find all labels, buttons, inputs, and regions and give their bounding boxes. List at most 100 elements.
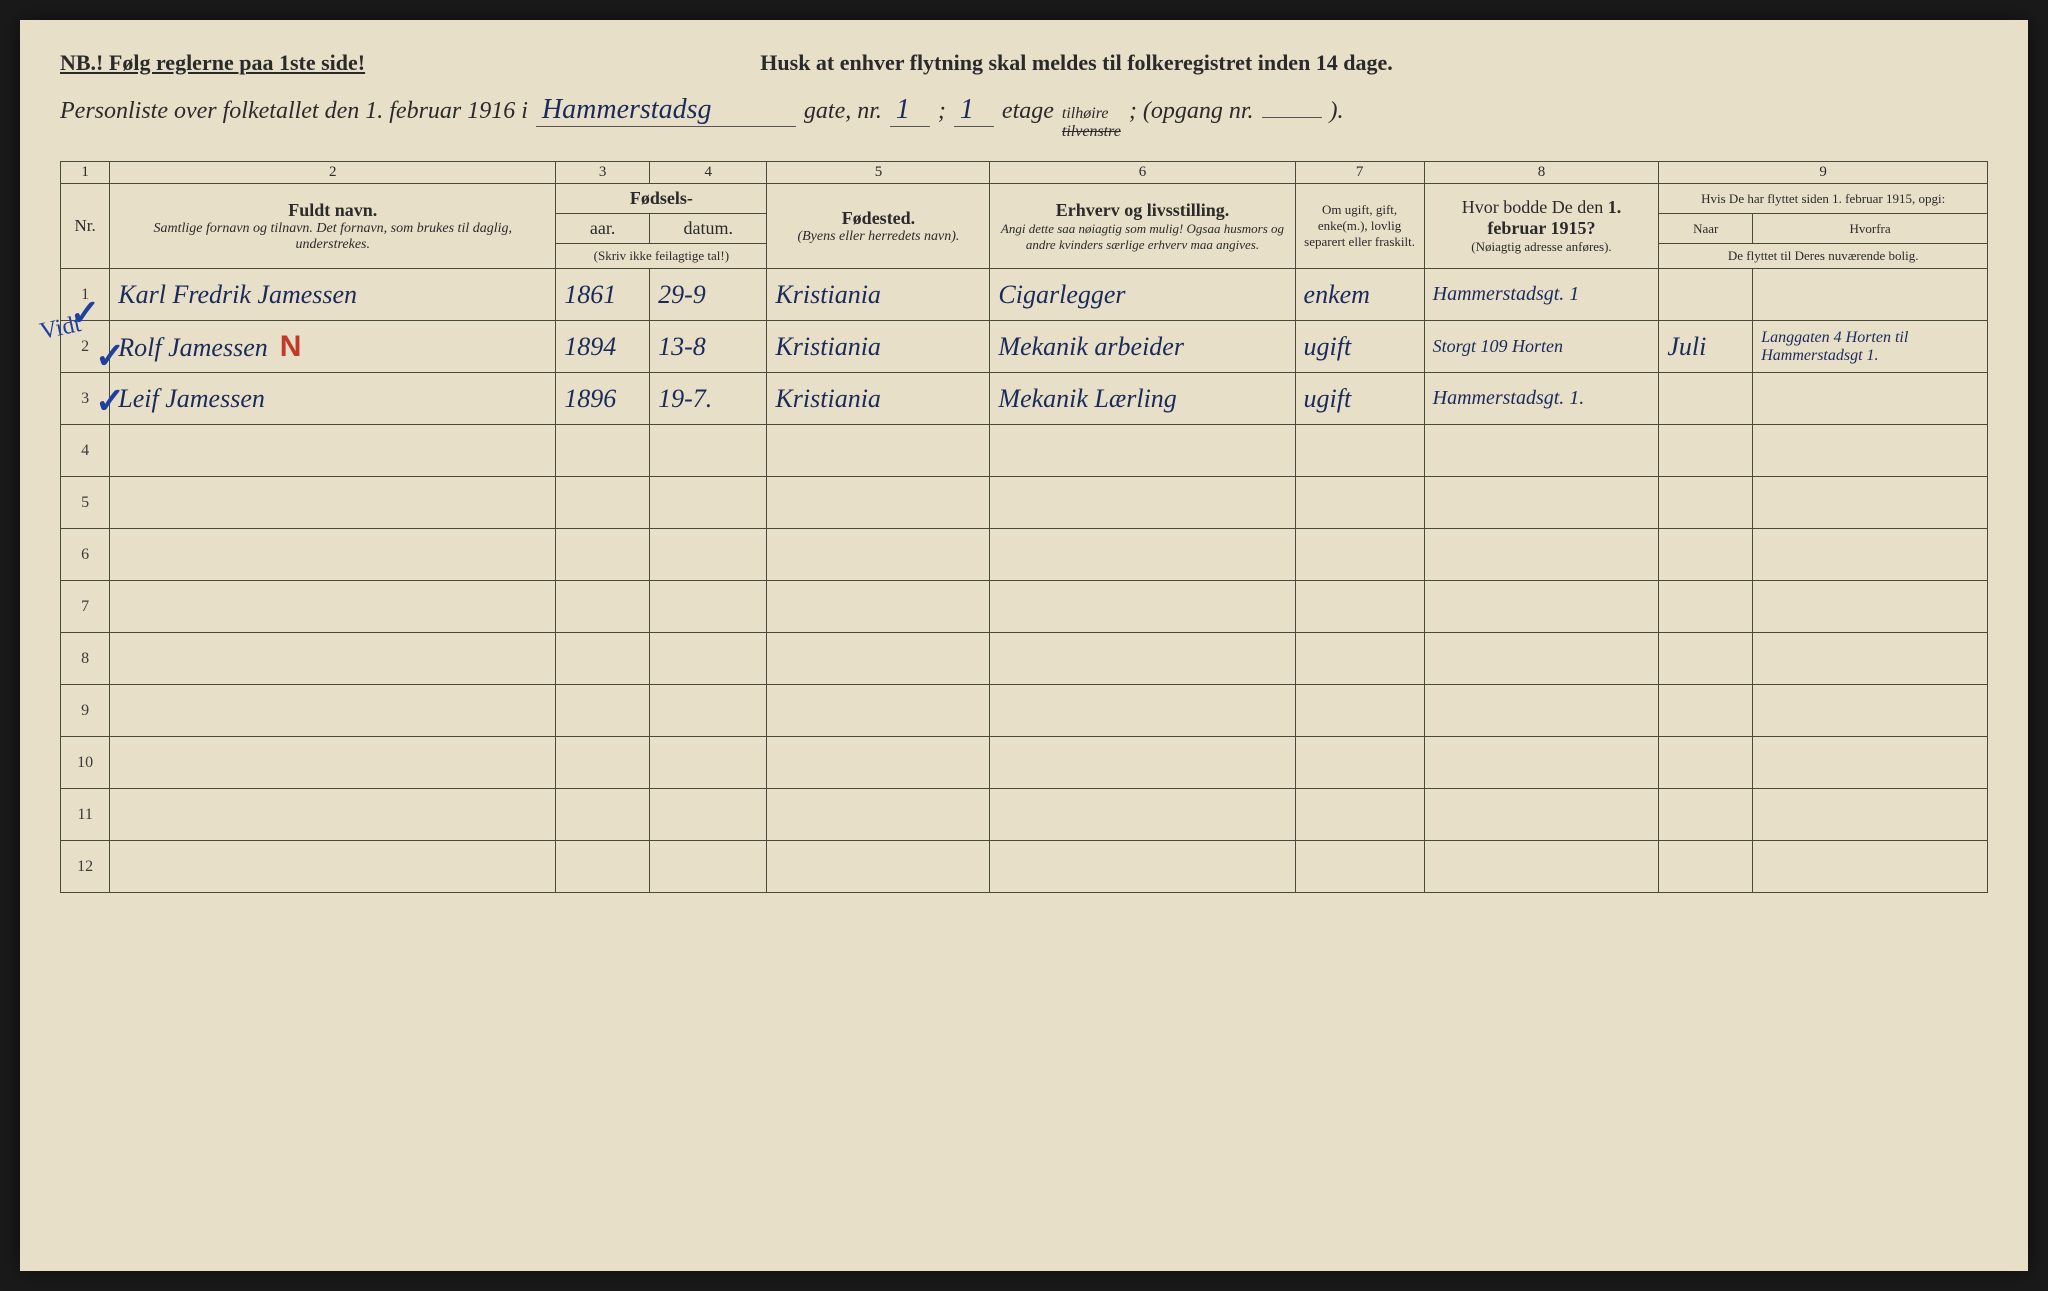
cell-aar: 1896 bbox=[556, 373, 650, 425]
col-num: 5 bbox=[767, 162, 990, 184]
red-mark: N bbox=[280, 330, 302, 363]
table-row: 3 Leif Jamessen 1896 19-7. Kristiania Me… bbox=[61, 373, 1988, 425]
cell-naar bbox=[1659, 373, 1753, 425]
cell-navn: Leif Jamessen bbox=[110, 373, 556, 425]
col-erhverv: Erhverv og livsstilling. Angi dette saa … bbox=[990, 184, 1295, 269]
cell-erhverv: Cigarlegger bbox=[990, 269, 1295, 321]
fodested-sub: (Byens eller herredets navn). bbox=[773, 229, 983, 245]
cell-datum: 13-8 bbox=[650, 321, 767, 373]
col-aar: aar. bbox=[556, 214, 650, 244]
cell-datum: 29-9 bbox=[650, 269, 767, 321]
col-flyttet: Hvis De har flyttet siden 1. februar 191… bbox=[1659, 184, 1988, 214]
col-navn: Fuldt navn. Samtlige fornavn og tilnavn.… bbox=[110, 184, 556, 269]
col-datum: datum. bbox=[650, 214, 767, 244]
col-fodsels: Fødsels- bbox=[556, 184, 767, 214]
table-row: 10 bbox=[61, 737, 1988, 789]
col-naar: Naar bbox=[1659, 214, 1753, 244]
cell-ugift: ugift bbox=[1295, 321, 1424, 373]
navn-text: Rolf Jamessen bbox=[118, 333, 267, 362]
table-row: 6 bbox=[61, 529, 1988, 581]
row-nr: 12 bbox=[61, 841, 110, 893]
tilhoire: tilhøire bbox=[1062, 105, 1109, 122]
cell-navn: Karl Fredrik Jamessen bbox=[110, 269, 556, 321]
col-num: 1 bbox=[61, 162, 110, 184]
cell-hvorfra bbox=[1753, 269, 1988, 321]
header-row: NB.! Følg reglerne paa 1ste side! Husk a… bbox=[60, 50, 1988, 76]
etage-nr-field: 1 bbox=[954, 94, 994, 127]
cell-erhverv: Mekanik Lærling bbox=[990, 373, 1295, 425]
col-num: 4 bbox=[650, 162, 767, 184]
erhverv-sub: Angi dette saa nøiagtig som mulig! Ogsaa… bbox=[996, 221, 1288, 253]
census-table: 1 2 3 4 5 6 7 8 9 Nr. Fuldt navn. Samtli… bbox=[60, 161, 1988, 893]
cell-ugift: ugift bbox=[1295, 373, 1424, 425]
cell-hvor: Hammerstadsgt. 1 bbox=[1424, 269, 1659, 321]
col-nr: Nr. bbox=[61, 184, 110, 269]
col-hvor-bodde: Hvor bodde De den 1. februar 1915? (Nøia… bbox=[1424, 184, 1659, 269]
semicolon: ; bbox=[938, 98, 946, 125]
cell-fodested: Kristiania bbox=[767, 321, 990, 373]
flyttet-sub: De flyttet til Deres nuværende bolig. bbox=[1659, 244, 1988, 269]
nr-field: 1 bbox=[890, 94, 930, 127]
cell-fodested: Kristiania bbox=[767, 373, 990, 425]
hvor-sub: (Nøiagtig adresse anføres). bbox=[1431, 239, 1653, 255]
cell-erhverv: Mekanik arbeider bbox=[990, 321, 1295, 373]
col-num: 8 bbox=[1424, 162, 1659, 184]
cell-naar: Juli bbox=[1659, 321, 1753, 373]
column-header-row-1: Nr. Fuldt navn. Samtlige fornavn og tiln… bbox=[61, 184, 1988, 214]
col-num: 2 bbox=[110, 162, 556, 184]
opgang-field bbox=[1262, 117, 1322, 118]
cell-hvor: Hammerstadsgt. 1. bbox=[1424, 373, 1659, 425]
tilvenstre: tilvenstre bbox=[1062, 123, 1121, 140]
subtitle-row: Personliste over folketallet den 1. febr… bbox=[60, 94, 1988, 141]
row-nr: 5 bbox=[61, 477, 110, 529]
col-num: 6 bbox=[990, 162, 1295, 184]
col-num: 3 bbox=[556, 162, 650, 184]
subtitle-prefix: Personliste over folketallet den 1. febr… bbox=[60, 98, 528, 125]
col-hvorfra: Hvorfra bbox=[1753, 214, 1988, 244]
row-nr: 7 bbox=[61, 581, 110, 633]
row-nr: 6 bbox=[61, 529, 110, 581]
col-num: 9 bbox=[1659, 162, 1988, 184]
col-ugift: Om ugift, gift, enke(m.), lovlig separer… bbox=[1295, 184, 1424, 269]
row-nr: 4 bbox=[61, 425, 110, 477]
column-number-row: 1 2 3 4 5 6 7 8 9 bbox=[61, 162, 1988, 184]
navn-title: Fuldt navn. bbox=[116, 200, 549, 221]
row-nr: 11 bbox=[61, 789, 110, 841]
census-form-page: NB.! Følg reglerne paa 1ste side! Husk a… bbox=[20, 20, 2028, 1271]
row-nr: 8 bbox=[61, 633, 110, 685]
table-row: 2 Rolf JamessenN 1894 13-8 Kristiania Me… bbox=[61, 321, 1988, 373]
tick-icon: ✓ bbox=[70, 292, 100, 334]
navn-sub: Samtlige fornavn og tilnavn. Det fornavn… bbox=[116, 221, 549, 253]
table-row: 11 bbox=[61, 789, 1988, 841]
street-field: Hammerstadsg bbox=[536, 94, 796, 127]
tick-icon: ✓ bbox=[95, 380, 125, 422]
closing: ). bbox=[1330, 98, 1344, 125]
header-left: NB.! Følg reglerne paa 1ste side! bbox=[60, 50, 365, 76]
opgang-label: ; (opgang nr. bbox=[1129, 98, 1254, 125]
table-row: 7 bbox=[61, 581, 1988, 633]
table-row: 5 bbox=[61, 477, 1988, 529]
fodsels-note: (Skriv ikke feilagtige tal!) bbox=[556, 244, 767, 269]
cell-aar: 1861 bbox=[556, 269, 650, 321]
cell-hvorfra bbox=[1753, 373, 1988, 425]
cell-ugift: enkem bbox=[1295, 269, 1424, 321]
row-nr: 10 bbox=[61, 737, 110, 789]
table-row: 8 bbox=[61, 633, 1988, 685]
tick-icon: ✓ bbox=[95, 335, 125, 377]
table-row: 12 bbox=[61, 841, 1988, 893]
cell-naar bbox=[1659, 269, 1753, 321]
cell-datum: 19-7. bbox=[650, 373, 767, 425]
cell-aar: 1894 bbox=[556, 321, 650, 373]
erhverv-title: Erhverv og livsstilling. bbox=[996, 200, 1288, 221]
table-body: 1 Karl Fredrik Jamessen 1861 29-9 Kristi… bbox=[61, 269, 1988, 893]
fodested-title: Fødested. bbox=[773, 208, 983, 229]
gate-label: gate, nr. bbox=[804, 98, 882, 125]
header-center: Husk at enhver flytning skal meldes til … bbox=[760, 50, 1393, 76]
cell-fodested: Kristiania bbox=[767, 269, 990, 321]
table-row: 4 bbox=[61, 425, 1988, 477]
table-row: 1 Karl Fredrik Jamessen 1861 29-9 Kristi… bbox=[61, 269, 1988, 321]
table-row: 9 bbox=[61, 685, 1988, 737]
cell-hvor: Storgt 109 Horten bbox=[1424, 321, 1659, 373]
cell-hvorfra: Langgaten 4 Horten til Hammerstadsgt 1. bbox=[1753, 321, 1988, 373]
cell-navn: Rolf Jamessen N bbox=[110, 321, 556, 373]
